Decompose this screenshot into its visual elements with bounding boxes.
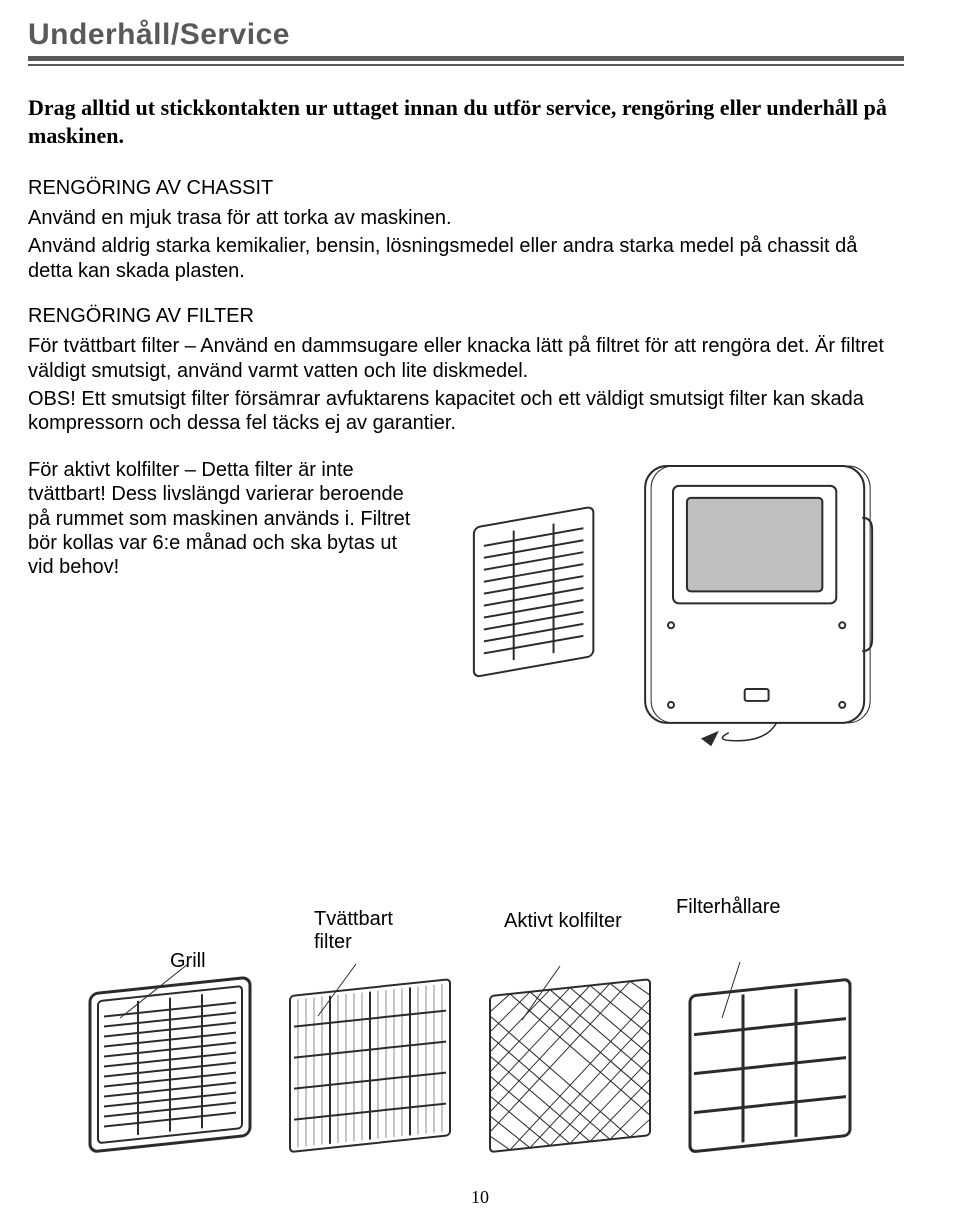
page-title: Underhåll/Service (28, 18, 904, 52)
section2-p1: För tvättbart filter – Använd en dammsug… (28, 334, 904, 383)
section1-p2: Använd aldrig starka kemikalier, bensin,… (28, 234, 904, 283)
filters-svg (60, 960, 880, 1170)
section2-p2: OBS! Ett smutsigt filter försämrar avfuk… (28, 387, 904, 436)
rule-thick (28, 56, 904, 61)
section1-p1: Använd en mjuk trasa för att torka av ma… (28, 206, 904, 230)
filter-diagram-row: Grill Tvättbart filter Aktivt kolfilter … (60, 904, 880, 1164)
section2-heading: RENGÖRING AV FILTER (28, 305, 904, 328)
label-active: Aktivt kolfilter (504, 910, 622, 933)
label-washable: Tvättbart filter (314, 908, 434, 954)
page-number: 10 (471, 1187, 489, 1208)
section1-heading: RENGÖRING AV CHASSIT (28, 177, 904, 200)
section2-p3: För aktivt kolfilter – Detta filter är i… (28, 458, 428, 580)
rule-thin (28, 64, 904, 66)
label-holder: Filterhållare (676, 896, 780, 919)
intro-text: Drag alltid ut stickkontakten ur uttaget… (28, 94, 904, 149)
dehumidifier-svg (446, 458, 904, 747)
device-diagram (446, 458, 904, 752)
